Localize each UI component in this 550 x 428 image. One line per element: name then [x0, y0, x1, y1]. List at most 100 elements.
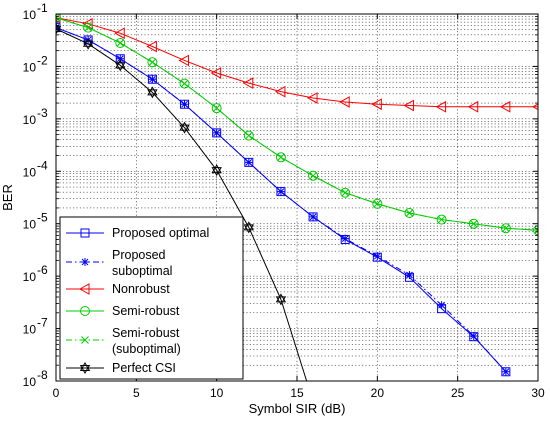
series-line	[56, 27, 507, 373]
data-point	[243, 221, 254, 234]
data-point	[82, 37, 94, 50]
data-point	[80, 228, 90, 238]
y-tick-label-exponent: -5	[37, 211, 48, 225]
data-point	[83, 22, 94, 33]
series-layer	[56, 14, 538, 381]
legend-label: Semi-robust	[112, 304, 180, 318]
legend: Proposed optimal Proposed suboptimal Nonrob…	[59, 216, 244, 380]
data-point	[81, 258, 89, 266]
data-point	[148, 75, 157, 84]
x-tick-label: 15	[290, 386, 304, 400]
series-line	[56, 17, 538, 108]
data-point	[307, 92, 318, 104]
data-point	[211, 164, 222, 177]
data-point	[275, 293, 287, 306]
x-tick-label: 5	[133, 386, 140, 400]
series-1	[56, 23, 510, 376]
legend-label: (suboptimal)	[112, 342, 181, 356]
data-point	[275, 152, 286, 163]
data-point	[276, 187, 285, 196]
data-point	[148, 58, 157, 67]
y-tick-label: 10	[23, 218, 37, 232]
legend-label: Nonrobust	[112, 282, 170, 296]
x-tick-label: 0	[53, 386, 60, 400]
data-point	[437, 301, 446, 310]
data-point	[212, 104, 221, 113]
data-point	[179, 78, 190, 89]
legend-label: Perfect CSI	[112, 361, 176, 375]
data-point	[501, 367, 510, 376]
grid	[56, 14, 538, 381]
data-point	[147, 57, 158, 68]
data-point	[180, 100, 189, 109]
data-point	[114, 27, 125, 40]
data-point	[309, 212, 318, 221]
data-point	[373, 252, 382, 261]
data-point	[115, 59, 126, 72]
data-point	[243, 130, 254, 141]
data-point	[309, 171, 317, 180]
data-point	[502, 224, 510, 233]
y-tick-label: 10	[23, 113, 37, 127]
data-point	[372, 198, 383, 209]
data-point	[533, 225, 538, 236]
data-point	[178, 54, 190, 67]
data-point	[405, 209, 414, 217]
data-point	[437, 215, 446, 224]
legend-box	[59, 216, 244, 380]
data-point	[210, 67, 222, 79]
y-axis-label: BER	[0, 184, 15, 211]
data-point	[56, 14, 61, 23]
data-point	[56, 14, 60, 22]
data-point	[274, 85, 286, 98]
data-point	[211, 103, 222, 114]
data-point	[212, 128, 221, 137]
data-point	[115, 37, 126, 48]
data-point	[436, 214, 447, 225]
data-point	[308, 170, 319, 181]
y-tick-label: 10	[23, 165, 37, 179]
data-point	[469, 219, 478, 228]
data-point	[469, 332, 478, 341]
data-point	[435, 100, 447, 113]
data-point	[79, 361, 91, 375]
y-tick-label-exponent: -4	[37, 158, 48, 172]
data-point	[468, 218, 479, 229]
series-4	[56, 14, 538, 235]
y-tick-label-exponent: -6	[37, 263, 48, 277]
data-point	[341, 188, 350, 197]
data-point	[467, 100, 479, 113]
y-tick-label: 10	[23, 375, 37, 389]
data-point	[180, 79, 189, 88]
x-tick-label: 10	[210, 386, 224, 400]
data-point	[339, 96, 350, 108]
y-tick-label-exponent: -3	[37, 106, 48, 120]
data-point	[405, 271, 414, 280]
data-point	[403, 99, 414, 112]
y-tick-label: 10	[23, 270, 37, 284]
series-line	[56, 28, 308, 381]
x-tick-label: 25	[451, 386, 465, 400]
axis-ticks: 0 5 10 15 20 25 3010-810-710-610-510-410-310-2…	[23, 1, 545, 400]
x-tick-label: 20	[371, 386, 385, 400]
y-tick-label: 10	[23, 60, 37, 74]
legend-label: Proposed	[112, 248, 166, 262]
data-point	[341, 234, 350, 243]
data-point	[116, 54, 125, 63]
data-point	[84, 35, 93, 44]
data-point	[404, 208, 415, 219]
data-point	[371, 98, 382, 111]
legend-label: Semi-robust	[112, 326, 180, 340]
data-point	[82, 17, 93, 30]
data-point	[78, 283, 90, 295]
data-point	[499, 100, 511, 113]
data-point	[277, 153, 285, 162]
legend-label: suboptimal	[112, 264, 172, 278]
data-point	[147, 86, 158, 99]
data-point	[179, 121, 190, 134]
y-tick-label-exponent: -7	[37, 316, 48, 330]
data-point	[244, 158, 253, 167]
data-point	[373, 199, 382, 208]
series-line	[56, 17, 538, 231]
